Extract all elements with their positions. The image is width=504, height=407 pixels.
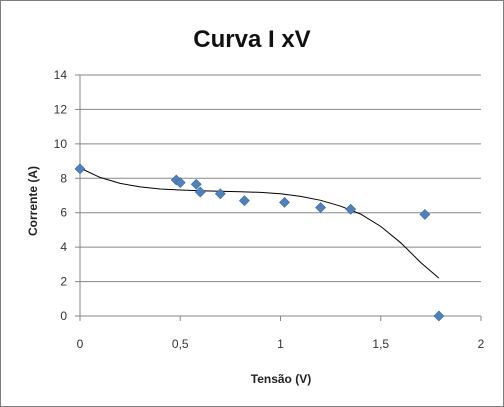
x-tick-label: 0,5 bbox=[172, 337, 189, 351]
y-tick-label: 14 bbox=[54, 68, 68, 82]
data-point bbox=[315, 202, 327, 213]
y-tick-label: 8 bbox=[60, 171, 67, 185]
y-tick-label: 6 bbox=[60, 206, 67, 220]
y-tick-label: 2 bbox=[60, 275, 67, 289]
grid bbox=[75, 74, 482, 321]
chart-title: Curva I xV bbox=[193, 26, 310, 53]
y-tick-label: 4 bbox=[60, 240, 67, 254]
x-tick-label: 1 bbox=[277, 337, 284, 351]
data-point bbox=[74, 163, 86, 175]
y-tick-label: 12 bbox=[54, 102, 68, 116]
y-tick-label: 10 bbox=[54, 137, 68, 151]
data-point bbox=[279, 196, 290, 208]
data-point bbox=[174, 177, 186, 189]
data-points bbox=[74, 163, 445, 322]
data-point bbox=[194, 186, 206, 198]
data-point bbox=[433, 310, 445, 322]
data-point bbox=[419, 209, 431, 220]
data-point bbox=[238, 195, 250, 207]
y-tick-label: 0 bbox=[60, 309, 67, 323]
x-axis-title: Tensão (V) bbox=[251, 372, 311, 386]
data-point bbox=[345, 203, 357, 215]
x-tick-label: 2 bbox=[478, 337, 485, 351]
x-tick-label: 1,5 bbox=[372, 337, 389, 351]
trendline bbox=[79, 167, 440, 279]
data-point bbox=[214, 188, 226, 200]
x-tick-labels: 0 0,5 1 1,5 2 bbox=[77, 337, 485, 351]
x-tick-label: 0 bbox=[77, 337, 84, 351]
y-axis-title: Corrente (A) bbox=[26, 166, 40, 236]
y-tick-labels: 0 2 4 6 8 10 12 14 bbox=[54, 68, 68, 323]
data-point bbox=[190, 178, 202, 190]
